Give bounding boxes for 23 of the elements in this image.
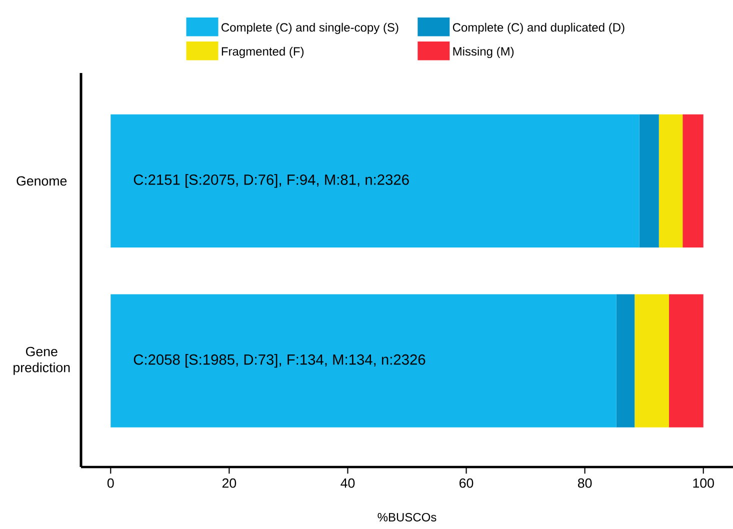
bar [616, 294, 635, 428]
legend-label: Complete (C) and single-copy (S) [222, 22, 398, 34]
bar [110, 294, 616, 428]
bar [682, 114, 704, 248]
annotation: C:2151 [S:2075, D:76], F:94, M:81, n:2326 [134, 174, 409, 188]
x-tick-label: 60 [460, 478, 474, 488]
annotation: C:2058 [S:1985, D:73], F:134, M:134, n:2326 [134, 354, 426, 368]
y-tick-label: Gene prediction [14, 346, 70, 375]
y-tick-label: Genome [16, 176, 67, 186]
bar [639, 114, 659, 248]
bar [634, 294, 669, 428]
legend-label: Missing (M) [453, 46, 514, 58]
x-axis-title: %BUSCOs [378, 512, 436, 522]
bar [658, 114, 683, 248]
x-tick-label: 40 [340, 478, 355, 488]
x-tick-label: 0 [107, 478, 114, 488]
x-tick-label: 100 [693, 478, 714, 488]
x-tick-label: 80 [578, 478, 592, 488]
x-tick-label: 20 [222, 478, 236, 488]
legend-label: Complete (C) and duplicated (D) [452, 22, 624, 34]
bar [110, 114, 640, 248]
bar [668, 294, 704, 428]
legend-label: Fragmented (F) [222, 46, 304, 58]
